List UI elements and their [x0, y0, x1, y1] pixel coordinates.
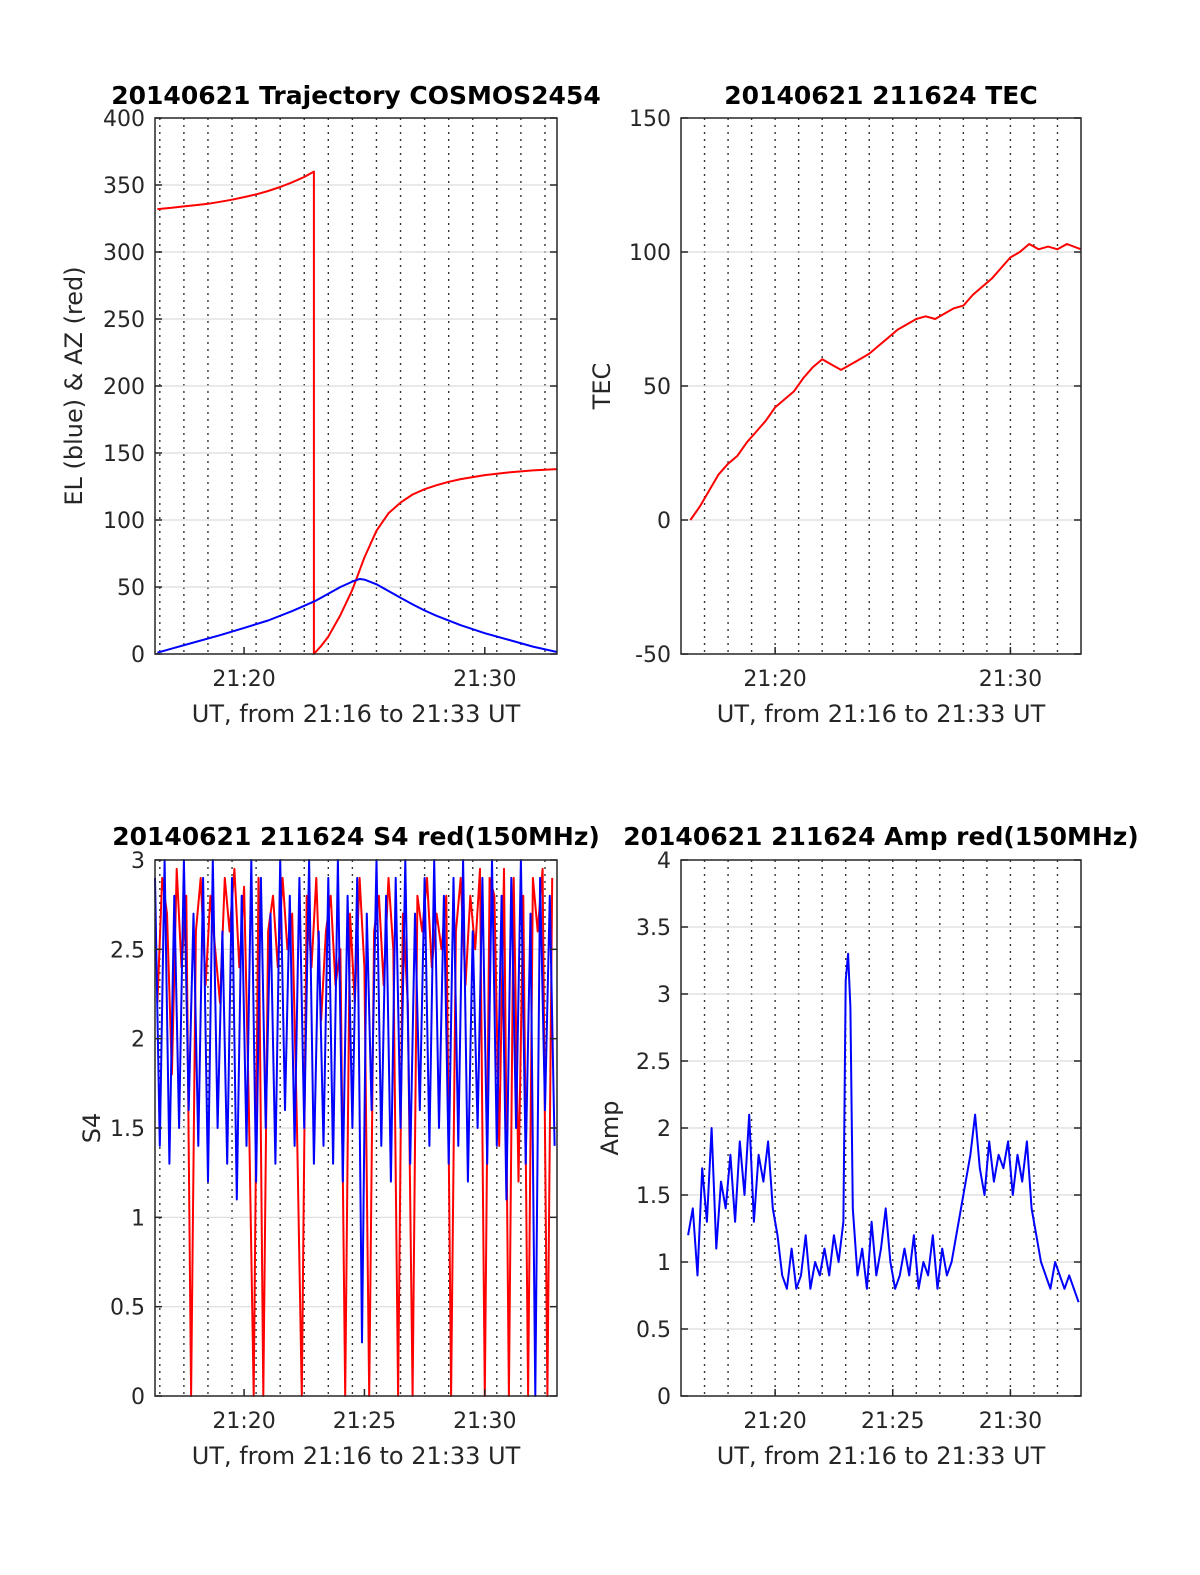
y-tick-label: 4 — [657, 849, 671, 874]
y-tick-label: 0.5 — [636, 1318, 671, 1343]
ticks: -50 0 50 100 150 21:20 21:30 — [629, 107, 1081, 692]
x-tick-label: 21:30 — [453, 667, 516, 692]
y-tick-label: 0.5 — [110, 1296, 145, 1321]
series-line-0 — [689, 243, 1082, 521]
y-axis-label: TEC — [588, 363, 616, 411]
y-tick-label: 100 — [629, 241, 671, 266]
y-tick-label: 2 — [657, 1117, 671, 1142]
y-tick-label: 400 — [103, 107, 145, 132]
series-line-0 — [687, 952, 1080, 1303]
ticks: 0 0.5 1 1.5 2 2.5 3 3.5 4 21:20 21:25 21:30 — [636, 849, 1081, 1434]
panel-s4: 0 0.5 1 1.5 2 2.5 3 21:20 21:25 21:30 20140621 21… — [78, 822, 600, 1470]
y-tick-label: 2 — [131, 1028, 145, 1053]
chart-title: 20140621 211624 Amp red(150MHz) — [623, 822, 1139, 851]
panel-amp: 0 0.5 1 1.5 2 2.5 3 3.5 4 21:20 21:25 21:30 2014062… — [596, 822, 1139, 1470]
y-tick-label: 250 — [103, 308, 145, 333]
series-group — [689, 243, 1082, 521]
x-axis-label: UT, from 21:16 to 21:33 UT — [717, 1442, 1046, 1470]
y-tick-label: 0 — [657, 509, 671, 534]
y-tick-label: 200 — [103, 375, 145, 400]
y-tick-label: 300 — [103, 241, 145, 266]
series-line-0 — [157, 170, 558, 655]
y-tick-label: 100 — [103, 509, 145, 534]
ticks: 0 50 100 150 200 250 300 350 400 21:20 21:30 — [103, 107, 557, 692]
y-tick-label: 0 — [131, 1385, 145, 1410]
y-tick-label: 150 — [103, 442, 145, 467]
x-tick-label: 21:25 — [333, 1409, 396, 1434]
chart-title: 20140621 Trajectory COSMOS2454 — [111, 81, 601, 110]
x-tick-label: 21:20 — [212, 1409, 275, 1434]
x-tick-label: 21:20 — [743, 667, 806, 692]
x-axis-label: UT, from 21:16 to 21:33 UT — [717, 700, 1046, 728]
series-group — [157, 170, 558, 655]
x-tick-label: 21:25 — [861, 1409, 924, 1434]
y-tick-label: 50 — [643, 375, 671, 400]
series-group — [154, 859, 556, 1397]
x-axis-label: UT, from 21:16 to 21:33 UT — [192, 1442, 521, 1470]
series-line-1 — [157, 578, 558, 654]
x-axis-label: UT, from 21:16 to 21:33 UT — [192, 700, 521, 728]
y-tick-label: 0 — [657, 1385, 671, 1410]
grid — [681, 860, 1081, 1396]
panel-trajectory: 0 50 100 150 200 250 300 350 400 21:20 21:30 20140… — [60, 81, 601, 728]
y-tick-label: 150 — [629, 107, 671, 132]
y-tick-label: 50 — [117, 576, 145, 601]
grid — [155, 118, 557, 654]
x-tick-label: 21:20 — [212, 667, 275, 692]
chart-title: 20140621 211624 S4 red(150MHz) — [112, 822, 600, 851]
x-tick-label: 21:20 — [743, 1409, 806, 1434]
y-tick-label: 1 — [657, 1251, 671, 1276]
y-tick-label: -50 — [635, 643, 671, 668]
x-tick-label: 21:30 — [453, 1409, 516, 1434]
y-axis-label: S4 — [78, 1113, 106, 1144]
x-tick-label: 21:30 — [979, 1409, 1042, 1434]
y-axis-label: EL (blue) & AZ (red) — [60, 266, 88, 505]
y-tick-label: 2.5 — [636, 1050, 671, 1075]
y-tick-label: 0 — [131, 643, 145, 668]
y-tick-label: 1.5 — [110, 1117, 145, 1142]
chart-title: 20140621 211624 TEC — [724, 81, 1037, 110]
series-line-1 — [154, 859, 556, 1397]
y-tick-label: 3 — [131, 849, 145, 874]
y-axis-label: Amp — [596, 1100, 624, 1155]
ticks: 0 0.5 1 1.5 2 2.5 3 21:20 21:25 21:30 — [110, 849, 557, 1434]
series-group — [687, 952, 1080, 1303]
y-tick-label: 2.5 — [110, 938, 145, 963]
y-tick-label: 1 — [131, 1206, 145, 1231]
y-tick-label: 350 — [103, 174, 145, 199]
y-tick-label: 3 — [657, 983, 671, 1008]
panel-tec: -50 0 50 100 150 21:20 21:30 20140621 211624 T… — [588, 81, 1082, 728]
y-tick-label: 3.5 — [636, 916, 671, 941]
grid — [681, 118, 1081, 654]
y-tick-label: 1.5 — [636, 1184, 671, 1209]
x-tick-label: 21:30 — [979, 667, 1042, 692]
